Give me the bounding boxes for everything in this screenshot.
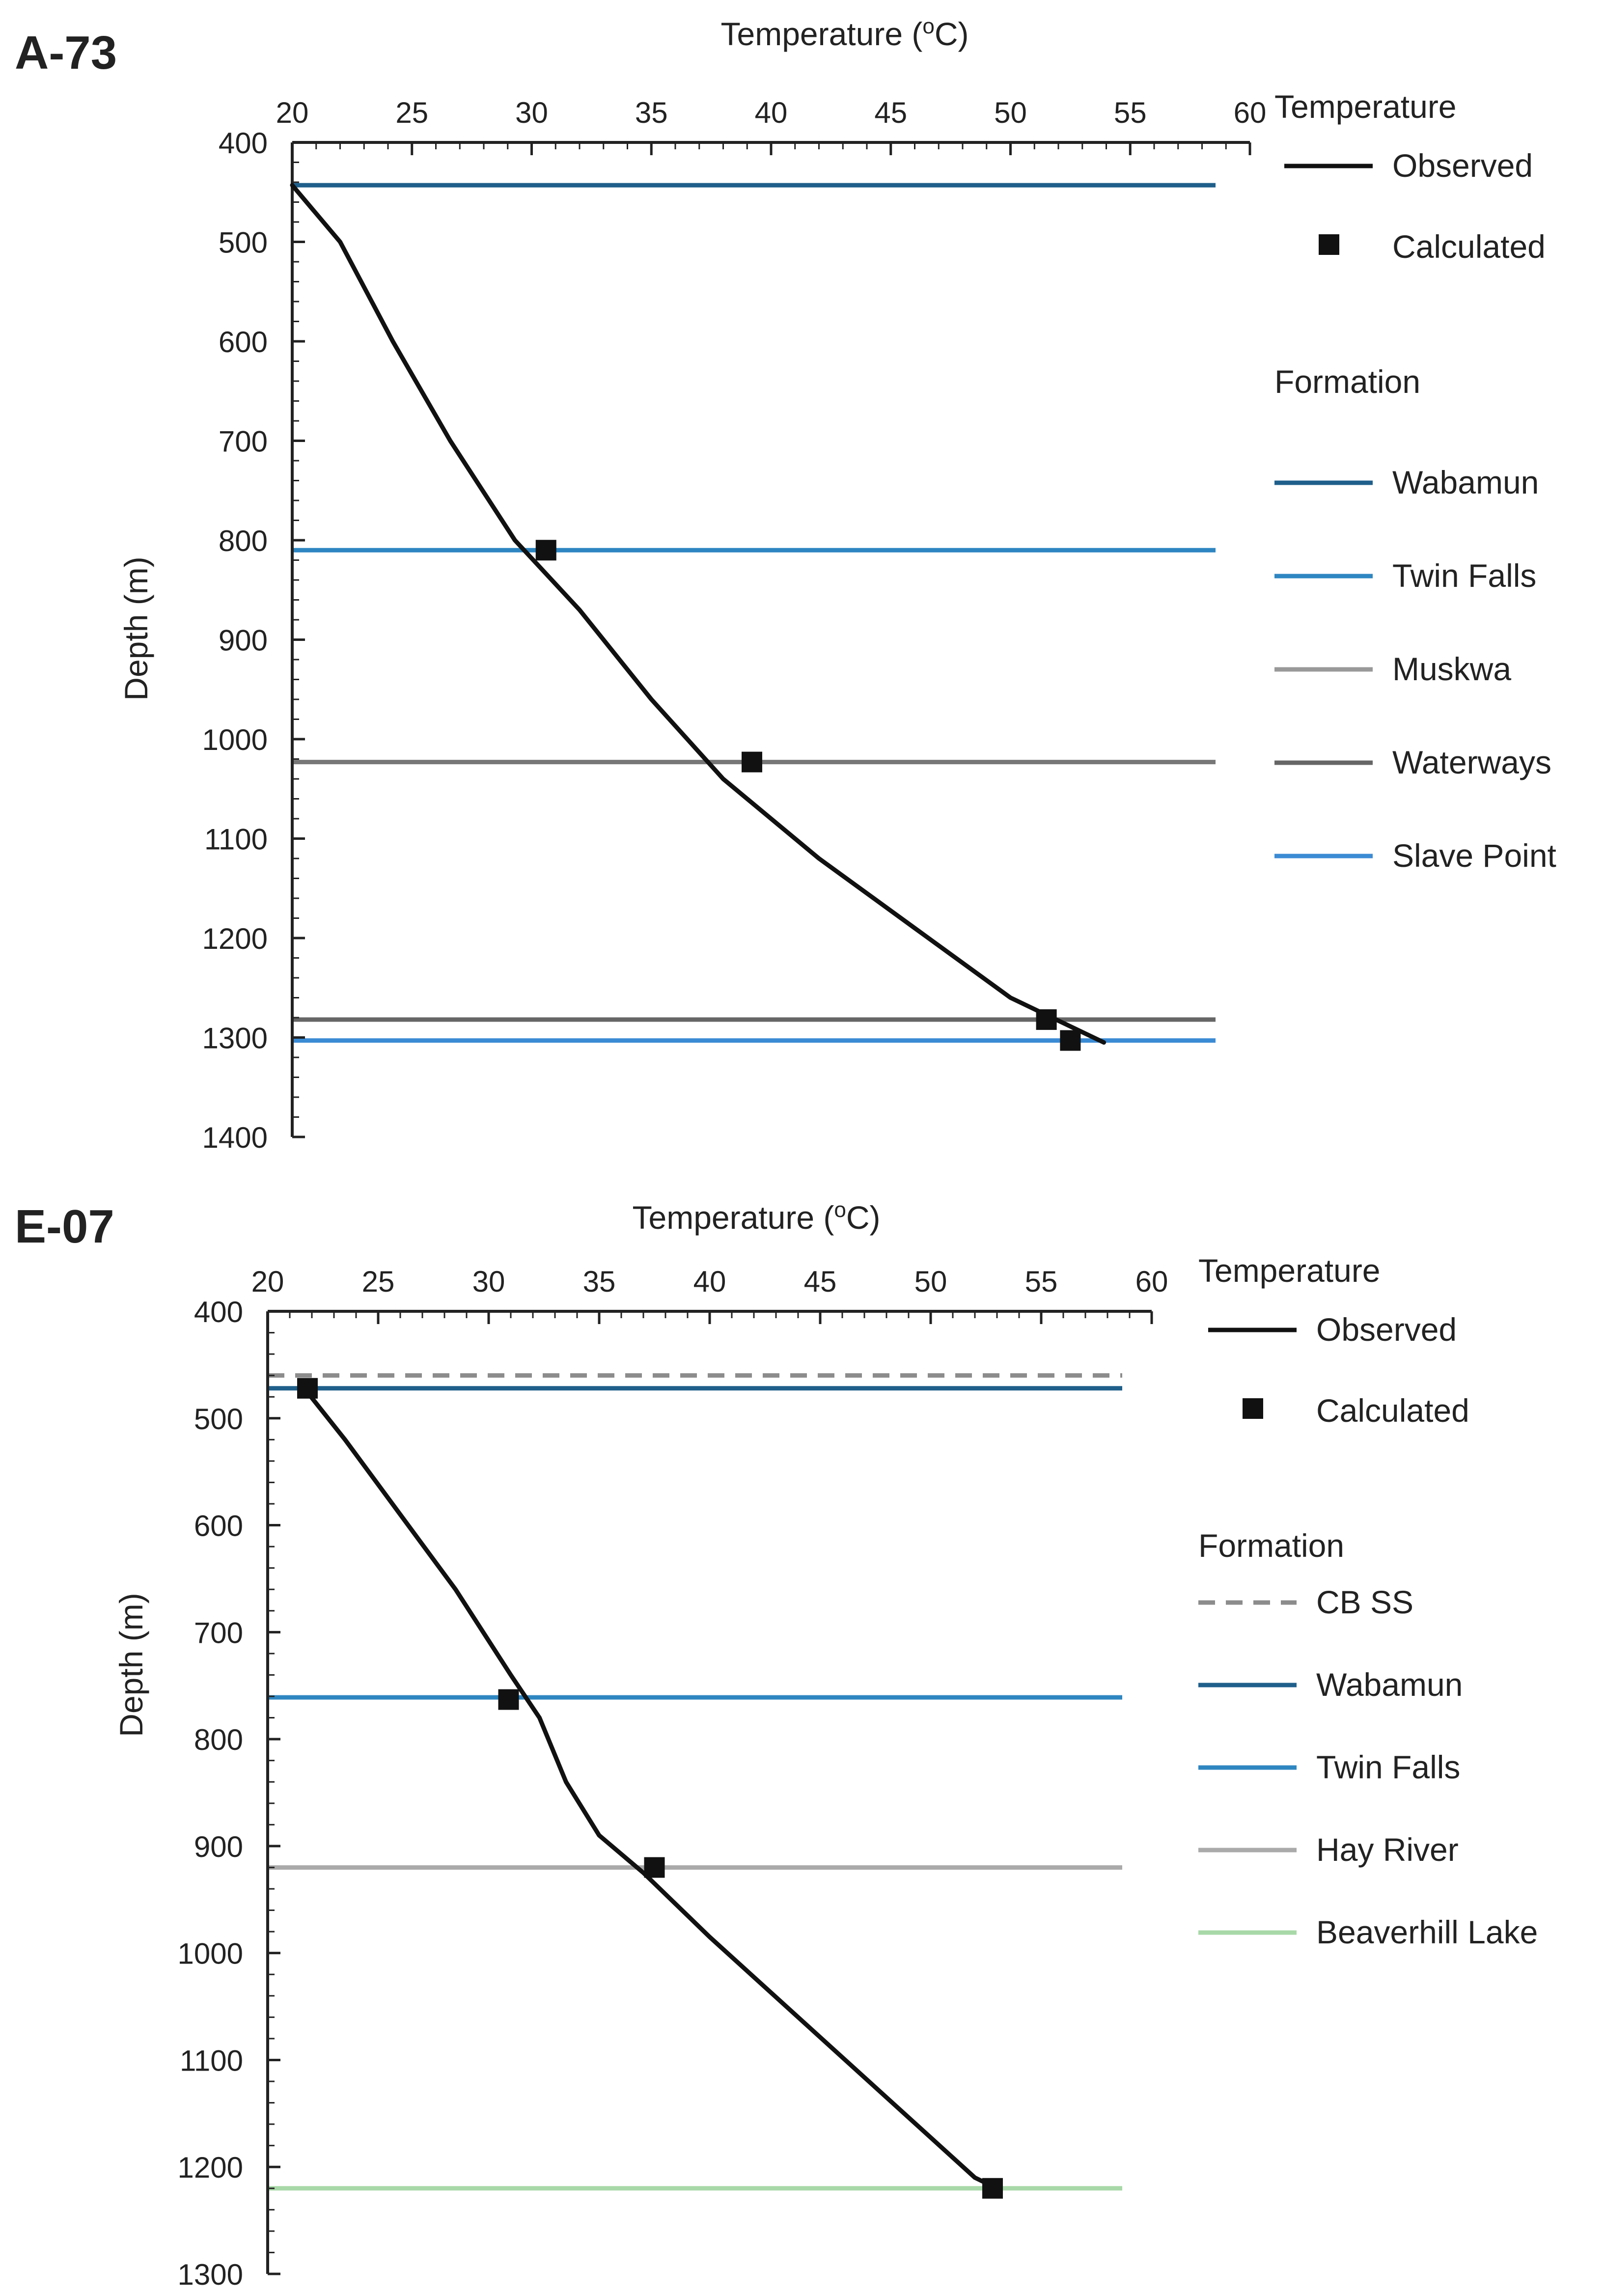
y-tick-label: 1000: [178, 1937, 243, 1970]
plot-area: 20 25 30 35 40 45 50 55 60 400 500 600 700 800 900 1000…: [202, 96, 1267, 1154]
y-tick-label: 900: [194, 1830, 243, 1863]
legend-formation-label: Waterways: [1392, 744, 1551, 780]
x-tick-label: 55: [1025, 1265, 1058, 1298]
x-tick-label: 20: [276, 96, 309, 129]
panel-label: E-07: [15, 1200, 114, 1253]
legend-formation-label: Twin Falls: [1316, 1749, 1460, 1785]
calculated-point: [498, 1689, 519, 1710]
legend-title-formation: Formation: [1198, 1527, 1344, 1564]
x-tick-label: 40: [755, 96, 788, 129]
y-tick-label: 600: [194, 1510, 243, 1543]
legend-formation-label: Muskwa: [1392, 651, 1511, 687]
legend-formation-label: Wabamun: [1392, 464, 1539, 500]
y-tick-label: 900: [219, 624, 268, 657]
legend-calculated-label: Calculated: [1392, 228, 1546, 265]
x-tick-label: 30: [472, 1265, 505, 1298]
x-tick-label: 35: [635, 96, 668, 129]
calculated-point: [1060, 1030, 1081, 1051]
legend: Temperature Observed Calculated Formation CB…: [1198, 1252, 1538, 1950]
x-tick-label: 50: [914, 1265, 947, 1298]
calculated-point: [982, 2178, 1003, 2199]
legend: Temperature Observed Calculated Formation Wa…: [1274, 88, 1556, 874]
chart-panel-a73: A-73 Temperature (oC) Depth (m) 20 25 30 35…: [15, 14, 1556, 1154]
y-tick-label: 1000: [202, 723, 268, 756]
x-tick-label: 30: [515, 96, 548, 129]
x-tick-label: 55: [1114, 96, 1147, 129]
calculated-point: [535, 540, 556, 561]
y-tick-label: 400: [219, 127, 268, 160]
legend-calculated-swatch: [1319, 234, 1339, 255]
y-tick-label: 400: [194, 1296, 243, 1328]
y-tick-label: 1300: [202, 1022, 268, 1055]
plot-area: 20 25 30 35 40 45 50 55 60 400 500 600 700 800 900 1000…: [178, 1265, 1168, 2291]
legend-formation-label: Wabamun: [1316, 1666, 1463, 1703]
x-tick-label: 35: [583, 1265, 616, 1298]
y-tick-label: 1100: [204, 823, 268, 856]
x-axis-title: Temperature (oC): [633, 1198, 881, 1236]
legend-calculated-label: Calculated: [1316, 1392, 1469, 1429]
y-axis-title: Depth (m): [118, 556, 154, 700]
x-tick-label: 25: [395, 96, 428, 129]
legend-formation-label: Hay River: [1316, 1831, 1459, 1868]
x-tick-label: 40: [693, 1265, 726, 1298]
y-tick-label: 700: [194, 1616, 243, 1649]
y-axis-title: Depth (m): [113, 1593, 149, 1737]
y-tick-label: 1300: [178, 2258, 243, 2291]
legend-formation-label: Beaverhill Lake: [1316, 1914, 1538, 1950]
chart-panel-e07: E-07 Temperature (oC) Depth (m) 20 25 30 35…: [15, 1198, 1538, 2291]
legend-observed-label: Observed: [1392, 147, 1533, 184]
calculated-point: [644, 1857, 665, 1878]
x-axis-title: Temperature (oC): [721, 14, 969, 52]
x-tick-label: 25: [362, 1265, 395, 1298]
y-tick-label: 1200: [202, 922, 268, 955]
calculated-point: [742, 751, 762, 773]
y-tick-label: 1400: [202, 1121, 268, 1154]
observed-temperature-line: [299, 1382, 999, 2191]
x-tick-label: 50: [994, 96, 1027, 129]
calculated-point: [1036, 1009, 1057, 1030]
legend-title-temperature: Temperature: [1198, 1252, 1381, 1289]
x-tick-label: 60: [1234, 96, 1267, 129]
x-tick-label: 45: [874, 96, 907, 129]
observed-temperature-line: [290, 183, 1107, 1045]
legend-calculated-swatch: [1243, 1398, 1263, 1419]
y-tick-label: 1200: [178, 2151, 243, 2184]
x-tick-label: 20: [251, 1265, 284, 1298]
legend-formation-label: CB SS: [1316, 1584, 1413, 1620]
y-tick-label: 800: [219, 525, 268, 557]
y-tick-label: 600: [219, 326, 268, 359]
y-tick-label: 500: [219, 226, 268, 259]
legend-title-formation: Formation: [1274, 363, 1420, 400]
y-tick-label: 1100: [180, 2044, 243, 2077]
calculated-point: [297, 1378, 318, 1399]
y-tick-label: 500: [194, 1403, 243, 1436]
panel-label: A-73: [15, 27, 117, 79]
legend-observed-label: Observed: [1316, 1311, 1457, 1348]
legend-formation-label: Slave Point: [1392, 837, 1556, 874]
x-tick-label: 60: [1135, 1265, 1168, 1298]
y-tick-label: 700: [219, 425, 268, 458]
x-tick-label: 45: [804, 1265, 837, 1298]
legend-formation-label: Twin Falls: [1392, 557, 1536, 594]
legend-title-temperature: Temperature: [1274, 88, 1457, 125]
y-tick-label: 800: [194, 1723, 243, 1756]
